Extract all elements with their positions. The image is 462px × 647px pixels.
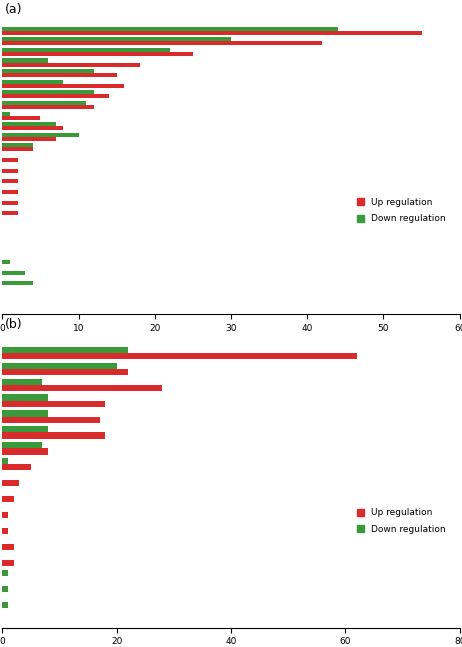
Bar <box>2 211 18 215</box>
Bar <box>2 602 8 608</box>
Bar <box>2 560 14 566</box>
Bar <box>2 410 48 417</box>
Bar <box>2 281 33 285</box>
Bar <box>2 378 43 384</box>
Bar <box>2 432 105 439</box>
Bar <box>2 480 19 487</box>
Text: (b): (b) <box>5 318 22 331</box>
Bar <box>2 48 170 52</box>
Bar <box>2 69 94 73</box>
Bar <box>2 169 18 173</box>
Bar <box>2 260 10 264</box>
Bar <box>2 101 86 105</box>
Bar <box>2 190 18 194</box>
Bar <box>2 448 48 455</box>
Bar <box>2 52 193 56</box>
Bar <box>2 201 18 204</box>
Bar <box>2 133 79 137</box>
Bar <box>2 586 8 592</box>
Bar <box>2 63 140 67</box>
Bar <box>2 126 63 130</box>
Bar <box>2 465 31 470</box>
Bar <box>2 30 421 35</box>
Bar <box>2 395 48 400</box>
Bar <box>2 105 94 109</box>
Bar <box>2 91 94 94</box>
Bar <box>2 347 128 353</box>
Bar <box>2 458 8 465</box>
Bar <box>2 369 128 375</box>
Bar <box>2 58 48 63</box>
Bar <box>2 426 48 432</box>
Bar <box>2 137 56 141</box>
Bar <box>2 417 99 422</box>
Bar <box>2 353 357 358</box>
Text: (a): (a) <box>5 3 22 16</box>
Bar <box>2 144 33 148</box>
Bar <box>2 73 116 77</box>
Bar <box>2 400 105 406</box>
Bar <box>2 94 109 98</box>
Bar <box>2 271 25 275</box>
Bar <box>2 80 63 83</box>
Bar <box>2 179 18 183</box>
Bar <box>2 512 8 518</box>
Bar <box>2 529 8 534</box>
Bar <box>2 27 338 30</box>
Bar <box>2 38 231 41</box>
Bar <box>2 158 18 162</box>
Legend: Up regulation, Down regulation: Up regulation, Down regulation <box>357 509 446 534</box>
Bar <box>2 496 14 503</box>
Bar <box>2 544 14 551</box>
Bar <box>2 362 116 369</box>
Bar <box>2 41 322 45</box>
Legend: Up regulation, Down regulation: Up regulation, Down regulation <box>357 198 446 223</box>
Bar <box>2 116 41 120</box>
Bar <box>2 570 8 576</box>
Bar <box>2 384 163 391</box>
Bar <box>2 148 33 151</box>
Bar <box>2 83 124 88</box>
Bar <box>2 443 43 448</box>
Bar <box>2 122 56 126</box>
Bar <box>2 111 10 116</box>
